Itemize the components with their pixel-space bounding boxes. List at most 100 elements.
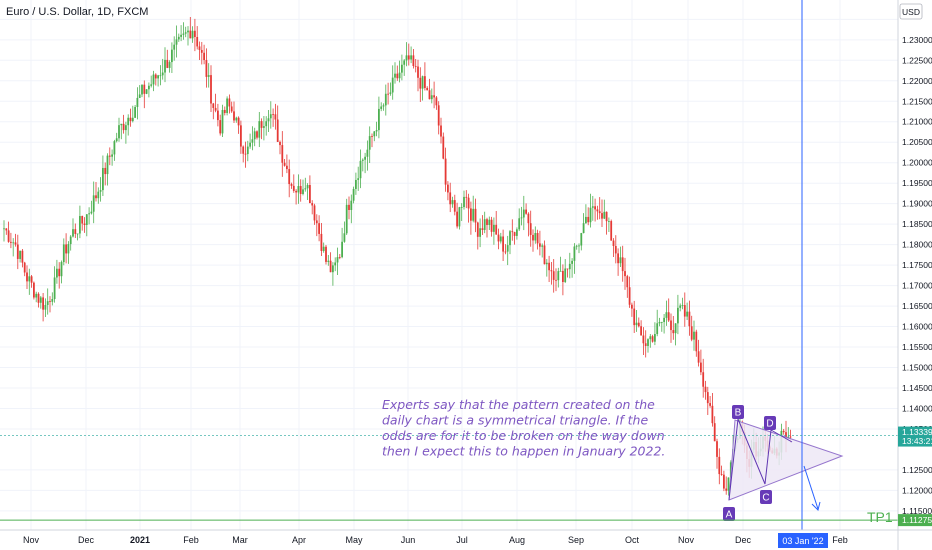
candle	[145, 89, 148, 94]
candle	[665, 312, 668, 318]
y-tick-label: 1.21500	[902, 96, 932, 106]
candle	[580, 233, 583, 246]
candle	[152, 74, 155, 85]
candle	[536, 233, 539, 244]
x-tick-label: Feb	[832, 535, 848, 545]
candle	[173, 44, 176, 50]
candle	[522, 209, 525, 218]
candle	[359, 160, 362, 179]
x-tick-label: Dec	[78, 535, 95, 545]
candle	[205, 60, 208, 77]
candle	[148, 85, 150, 90]
candle	[587, 216, 590, 223]
candle	[704, 386, 707, 393]
candle	[81, 216, 84, 224]
candle	[272, 114, 274, 116]
candle	[295, 190, 297, 193]
candle	[228, 98, 231, 107]
candle	[35, 293, 38, 298]
candle	[104, 167, 107, 175]
y-tick-label: 1.21000	[902, 117, 932, 127]
candle	[184, 32, 187, 34]
candle	[463, 196, 465, 208]
pattern-point-label: D	[766, 419, 773, 430]
candle	[256, 131, 258, 138]
candle	[304, 188, 307, 190]
candle	[180, 34, 182, 37]
candle	[318, 223, 320, 234]
date-marker-tag	[778, 533, 828, 548]
candle	[28, 276, 31, 282]
candle	[430, 95, 433, 100]
candle	[384, 93, 387, 106]
candle	[649, 336, 652, 340]
candle	[635, 322, 638, 326]
candle	[42, 297, 44, 310]
candle	[168, 62, 171, 68]
candle	[283, 162, 286, 166]
candle	[702, 372, 705, 387]
candle	[269, 114, 272, 119]
candle	[90, 211, 93, 214]
candle	[131, 117, 134, 122]
candle	[412, 55, 415, 67]
candle	[490, 219, 493, 232]
candle	[414, 66, 417, 67]
candle	[260, 121, 263, 128]
candle	[120, 123, 123, 126]
candle	[557, 271, 560, 281]
candle	[240, 125, 242, 147]
candle	[345, 204, 348, 234]
candle	[688, 311, 691, 327]
candle	[375, 130, 378, 132]
candle	[488, 219, 491, 225]
candle	[660, 321, 663, 323]
candle	[672, 330, 675, 334]
candle	[143, 84, 146, 94]
candle	[598, 211, 601, 214]
candle	[555, 279, 557, 281]
candle	[74, 229, 77, 234]
candle	[670, 320, 672, 331]
candle	[578, 245, 580, 247]
candle	[288, 169, 291, 185]
x-tick-label: Sep	[568, 535, 584, 545]
candle	[12, 242, 15, 244]
candle	[559, 270, 562, 272]
candle	[442, 136, 445, 159]
candle	[527, 213, 530, 224]
candle	[125, 125, 127, 131]
candle	[207, 75, 210, 77]
candle	[518, 218, 521, 230]
candle	[237, 117, 240, 126]
annotation-line: odds are for it to be broken on the way …	[382, 428, 665, 443]
candle	[72, 229, 74, 237]
candle	[33, 282, 35, 298]
candle	[700, 362, 702, 373]
candle	[371, 136, 373, 137]
candle	[690, 326, 693, 340]
candle	[723, 474, 725, 489]
candle	[502, 236, 504, 252]
candle	[396, 73, 399, 79]
candle	[198, 46, 201, 50]
y-tick-label: 1.11500	[902, 506, 932, 516]
candle	[403, 60, 406, 65]
pattern-point-label: B	[735, 408, 742, 419]
candle	[274, 114, 277, 120]
candle	[311, 203, 314, 206]
candle	[617, 253, 619, 264]
candle	[571, 260, 573, 264]
candle	[134, 106, 136, 118]
candle	[150, 84, 153, 86]
current-price-label: 1.13339	[902, 427, 932, 437]
pattern-point-label: A	[726, 510, 733, 521]
candle	[424, 76, 426, 88]
candle	[122, 123, 125, 131]
candle	[21, 250, 24, 263]
countdown-label: 13:43:21	[902, 436, 932, 446]
annotation-line: then I expect this to happen in January …	[382, 444, 665, 459]
candle	[467, 197, 470, 209]
